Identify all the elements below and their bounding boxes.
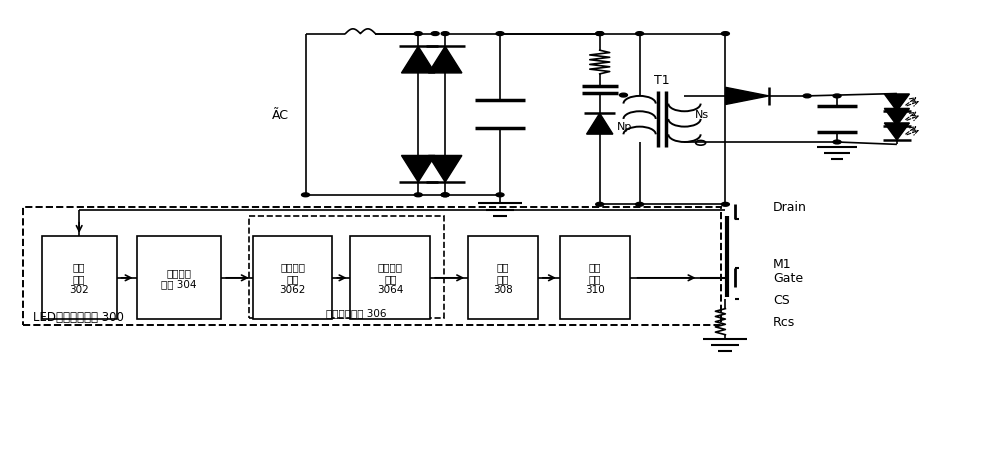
Circle shape bbox=[636, 33, 644, 36]
Circle shape bbox=[302, 194, 310, 198]
Circle shape bbox=[596, 33, 604, 36]
Polygon shape bbox=[401, 47, 435, 74]
Polygon shape bbox=[428, 47, 462, 74]
Text: Np: Np bbox=[617, 122, 632, 132]
Bar bbox=[249, 217, 444, 318]
Text: 两倍退磁
控制 304: 两倍退磁 控制 304 bbox=[161, 268, 197, 289]
Circle shape bbox=[496, 33, 504, 36]
Circle shape bbox=[596, 33, 604, 36]
Circle shape bbox=[721, 203, 729, 207]
Polygon shape bbox=[726, 88, 769, 105]
Text: 退磁
检测
302: 退磁 检测 302 bbox=[69, 262, 89, 295]
Circle shape bbox=[441, 33, 449, 36]
Circle shape bbox=[414, 194, 422, 198]
Circle shape bbox=[496, 194, 504, 198]
Circle shape bbox=[441, 194, 449, 198]
Circle shape bbox=[803, 95, 811, 99]
Bar bbox=[42, 237, 117, 319]
Text: Rcs: Rcs bbox=[773, 316, 795, 328]
Text: CS: CS bbox=[773, 293, 790, 306]
Polygon shape bbox=[884, 124, 909, 141]
Bar bbox=[468, 237, 538, 319]
Circle shape bbox=[596, 203, 604, 207]
Bar bbox=[560, 237, 630, 319]
Bar bbox=[23, 207, 721, 326]
Text: 周期时长
判断
3062: 周期时长 判断 3062 bbox=[279, 262, 306, 295]
Polygon shape bbox=[884, 95, 909, 112]
Text: 逻辑
控制
308: 逻辑 控制 308 bbox=[493, 262, 513, 295]
Text: ÃC: ÃC bbox=[272, 109, 289, 121]
Bar bbox=[350, 237, 430, 319]
Text: Ns: Ns bbox=[695, 110, 709, 120]
Text: 栅极
驱动
310: 栅极 驱动 310 bbox=[585, 262, 605, 295]
Polygon shape bbox=[884, 109, 909, 126]
Circle shape bbox=[636, 203, 644, 207]
Text: 开关频率
锁定
3064: 开关频率 锁定 3064 bbox=[377, 262, 403, 295]
Bar bbox=[253, 237, 332, 319]
Text: LED驱动控制电路 300: LED驱动控制电路 300 bbox=[33, 310, 124, 324]
Polygon shape bbox=[587, 114, 613, 135]
Circle shape bbox=[619, 94, 627, 98]
Text: 动态钳频控制 306: 动态钳频控制 306 bbox=[326, 307, 386, 317]
Bar bbox=[137, 237, 221, 319]
Text: Gate: Gate bbox=[773, 272, 803, 285]
Circle shape bbox=[721, 33, 729, 36]
Polygon shape bbox=[428, 156, 462, 183]
Circle shape bbox=[441, 194, 449, 198]
Circle shape bbox=[833, 95, 841, 99]
Text: M1: M1 bbox=[773, 258, 792, 270]
Circle shape bbox=[414, 33, 422, 36]
Polygon shape bbox=[401, 156, 435, 183]
Circle shape bbox=[833, 141, 841, 145]
Circle shape bbox=[431, 33, 439, 36]
Text: Drain: Drain bbox=[773, 201, 807, 214]
Text: T1: T1 bbox=[654, 74, 670, 87]
